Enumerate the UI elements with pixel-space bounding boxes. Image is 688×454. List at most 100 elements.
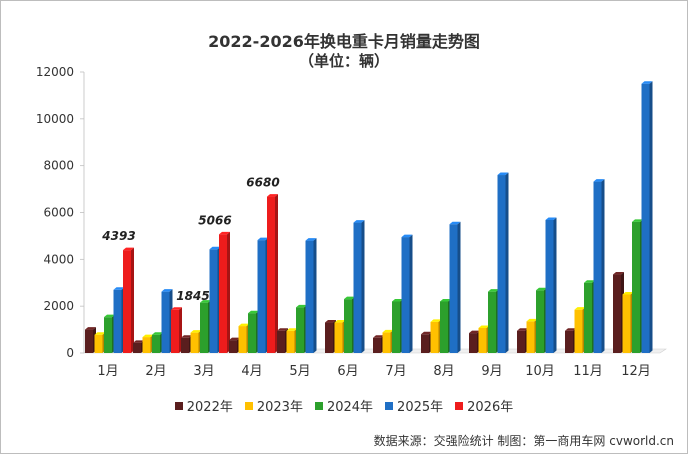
bar (171, 309, 179, 353)
bar-top (296, 304, 307, 308)
bar-top (430, 319, 442, 322)
bar (113, 289, 122, 353)
bar-side (313, 238, 317, 353)
bar-top (238, 323, 250, 327)
bar (161, 291, 170, 353)
bar (449, 224, 458, 353)
bar-top (401, 234, 413, 238)
bar-side (649, 81, 653, 353)
bar-side (131, 247, 134, 353)
bar-top (565, 328, 576, 331)
bar-top (574, 307, 586, 310)
bar-top (478, 325, 490, 328)
bar (536, 290, 544, 353)
bar-top (622, 291, 634, 295)
legend-item: 2026年 (455, 396, 513, 415)
bar-side (553, 217, 557, 353)
bar (219, 234, 227, 353)
bar (325, 322, 333, 353)
bar-top (488, 289, 499, 292)
bar (593, 181, 602, 353)
data-label: 1845 (176, 289, 209, 303)
bar-top (353, 220, 365, 223)
bar-top (209, 246, 221, 250)
bar (622, 294, 631, 353)
legend-item: 2025年 (385, 396, 443, 415)
bar (277, 330, 285, 353)
bar-top (94, 332, 106, 335)
bar-top (85, 327, 96, 330)
y-tick-label: 10000 (36, 112, 74, 126)
chart-subtitle: （单位：辆） (298, 52, 389, 70)
bar-top (277, 328, 288, 331)
legend-swatch (174, 401, 183, 410)
x-tick-label: 9月 (481, 364, 502, 379)
bar-top (517, 328, 528, 331)
bar (488, 291, 496, 353)
x-tick-label: 11月 (573, 364, 603, 379)
bar (181, 337, 189, 353)
chart-title: 2022-2026年换电重卡月销量走势图 (208, 32, 480, 51)
bar-side (505, 172, 509, 353)
bar-top (305, 238, 317, 241)
bar-side (227, 231, 230, 353)
legend-swatch (314, 401, 323, 410)
data-label: 6680 (246, 176, 279, 190)
bar (94, 334, 103, 353)
bar (229, 340, 237, 353)
bar-top (200, 300, 211, 303)
bar (373, 337, 381, 353)
bar (478, 327, 487, 353)
bar (305, 240, 314, 353)
bar-top (469, 330, 480, 334)
bar-top (123, 247, 134, 251)
source-note: 数据来源：交强险统计 制图：第一商用车网 cvworld.cn (373, 434, 674, 448)
bar-top (584, 280, 595, 283)
x-tick-label: 6月 (337, 364, 358, 379)
bar-top (171, 307, 182, 310)
x-tick-label: 3月 (193, 364, 214, 379)
bar (123, 250, 131, 353)
bar-top (190, 330, 202, 333)
bar (497, 175, 506, 353)
bar-top (344, 296, 355, 300)
x-tick-label: 10月 (525, 364, 555, 379)
bar (421, 334, 429, 353)
bar (152, 334, 160, 353)
bar-top (152, 332, 163, 335)
bar (641, 83, 650, 353)
bar-top (113, 287, 125, 290)
bar-top (613, 272, 624, 275)
bar-top (440, 298, 451, 302)
bar (296, 307, 304, 353)
bar (267, 196, 275, 353)
bar (209, 249, 218, 353)
bar-top (334, 320, 346, 323)
bar-top (142, 334, 154, 338)
bar (574, 309, 583, 353)
bar (104, 317, 112, 353)
bar (440, 301, 448, 353)
legend-item: 2023年 (244, 396, 303, 415)
bar (392, 301, 400, 353)
y-tick-label: 0 (66, 346, 74, 360)
bar-side (409, 234, 413, 353)
legend-label: 2025年 (397, 400, 444, 415)
bar-top (219, 231, 230, 235)
y-tick-label: 8000 (43, 159, 74, 173)
bar (238, 326, 247, 353)
bar-top (161, 289, 173, 292)
bar-top (545, 217, 557, 220)
bar (382, 332, 391, 353)
bar-top (421, 331, 432, 335)
bar-top (133, 340, 144, 343)
data-label: 5066 (198, 213, 231, 227)
bar-top (641, 81, 653, 84)
x-tick-label: 5月 (289, 364, 310, 379)
bar (257, 240, 266, 353)
bar (344, 299, 352, 353)
bar (545, 219, 554, 353)
bar-top (497, 172, 509, 176)
bar (353, 222, 362, 353)
